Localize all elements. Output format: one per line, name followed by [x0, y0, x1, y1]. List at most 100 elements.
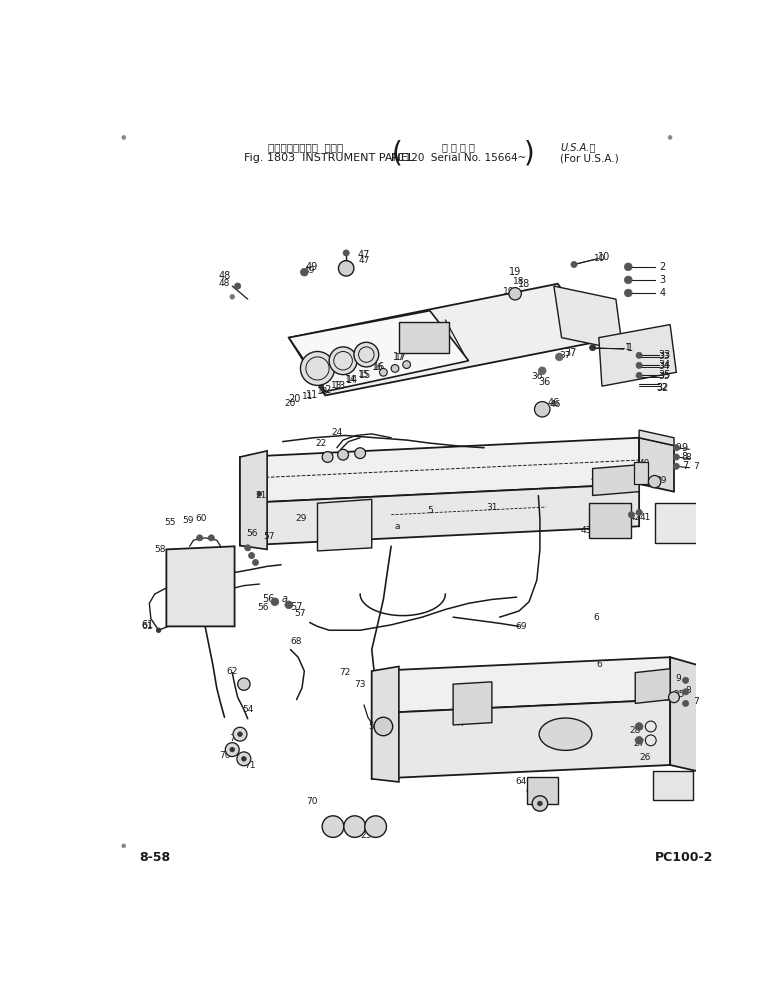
Text: 61: 61 [141, 622, 153, 631]
Text: 13: 13 [331, 381, 342, 390]
Polygon shape [670, 657, 697, 771]
Text: 48: 48 [219, 271, 230, 281]
Bar [655, 503, 697, 544]
Text: 56: 56 [257, 604, 269, 613]
Circle shape [234, 283, 240, 290]
Text: 70: 70 [219, 752, 230, 760]
Circle shape [636, 362, 642, 368]
Text: 24: 24 [332, 427, 342, 437]
Polygon shape [599, 325, 676, 386]
Circle shape [636, 372, 642, 378]
Text: 29: 29 [295, 514, 307, 523]
Polygon shape [639, 430, 674, 445]
Circle shape [244, 545, 251, 551]
Text: 10: 10 [594, 254, 605, 263]
Circle shape [271, 598, 279, 606]
Polygon shape [372, 699, 670, 779]
Text: 9: 9 [675, 675, 681, 684]
Text: 57: 57 [291, 602, 303, 612]
Text: 69: 69 [516, 622, 527, 631]
Circle shape [122, 136, 126, 139]
Text: 2: 2 [659, 262, 666, 272]
Circle shape [538, 366, 547, 374]
Text: 60: 60 [196, 514, 207, 523]
Circle shape [225, 743, 239, 756]
Text: PC120  Serial No. 15664~: PC120 Serial No. 15664~ [391, 154, 526, 164]
Text: 8: 8 [685, 452, 691, 462]
Circle shape [628, 511, 635, 518]
Circle shape [625, 276, 632, 284]
Circle shape [374, 717, 393, 736]
Polygon shape [554, 286, 624, 357]
Text: 9: 9 [675, 443, 681, 452]
Circle shape [534, 402, 550, 417]
Text: 18: 18 [513, 277, 525, 286]
Text: 8: 8 [685, 686, 691, 694]
Text: 4: 4 [659, 288, 666, 298]
Text: 12: 12 [317, 387, 329, 396]
Circle shape [380, 368, 387, 376]
Text: 46: 46 [548, 398, 560, 408]
Text: 70: 70 [229, 734, 240, 743]
Polygon shape [318, 499, 372, 551]
Text: 65: 65 [544, 798, 556, 807]
Text: 14: 14 [345, 375, 356, 384]
Text: 27: 27 [633, 739, 645, 748]
Text: a: a [394, 522, 400, 531]
Text: 3: 3 [659, 275, 666, 285]
Text: 42: 42 [630, 512, 641, 522]
Text: 9: 9 [682, 443, 688, 453]
Text: 67: 67 [525, 787, 536, 797]
Polygon shape [372, 667, 399, 782]
Bar [526, 776, 558, 804]
Circle shape [344, 816, 366, 837]
Text: (: ( [392, 140, 403, 167]
Text: 28: 28 [629, 726, 641, 735]
Text: 15: 15 [359, 369, 371, 379]
Circle shape [322, 816, 344, 837]
Circle shape [532, 796, 548, 812]
Text: U.S.A.向: U.S.A.向 [560, 143, 595, 153]
Circle shape [230, 748, 234, 752]
Text: 59: 59 [182, 516, 194, 525]
Text: 7: 7 [693, 697, 699, 706]
Circle shape [233, 727, 247, 741]
Circle shape [625, 290, 632, 296]
Text: 33: 33 [659, 351, 671, 361]
Circle shape [673, 454, 679, 460]
Text: 37: 37 [565, 348, 577, 359]
Text: 48: 48 [219, 280, 230, 289]
Circle shape [635, 737, 643, 745]
Circle shape [301, 352, 335, 385]
Circle shape [237, 678, 250, 690]
Text: a: a [286, 601, 291, 610]
Text: 25: 25 [674, 690, 685, 698]
Circle shape [537, 801, 542, 806]
Text: 10: 10 [598, 252, 611, 262]
Text: 52: 52 [346, 823, 358, 832]
Circle shape [329, 347, 357, 374]
Circle shape [241, 756, 246, 761]
Circle shape [403, 361, 410, 368]
Circle shape [571, 261, 577, 268]
Circle shape [355, 448, 366, 459]
Circle shape [673, 444, 679, 451]
Text: 7: 7 [682, 461, 688, 471]
Circle shape [301, 268, 308, 276]
Text: 34: 34 [659, 361, 671, 370]
Circle shape [673, 463, 679, 469]
Circle shape [322, 451, 333, 462]
Bar [653, 771, 693, 801]
Polygon shape [240, 451, 267, 550]
Text: 36: 36 [539, 376, 550, 386]
Polygon shape [639, 437, 674, 492]
Text: 57: 57 [263, 532, 274, 541]
Text: 26: 26 [639, 753, 651, 761]
Text: 適 用 号 機: 適 用 号 機 [442, 143, 475, 153]
Circle shape [668, 136, 672, 139]
Text: 30: 30 [329, 516, 341, 525]
Text: 8: 8 [682, 452, 688, 462]
Text: 11: 11 [301, 392, 313, 402]
Polygon shape [453, 682, 492, 725]
Text: 6: 6 [596, 660, 601, 670]
